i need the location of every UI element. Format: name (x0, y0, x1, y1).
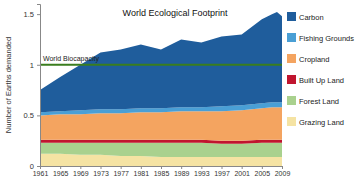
x-tick: 1993 (194, 166, 210, 177)
y-tick: 1.5 (24, 10, 40, 19)
y-tick-mark (37, 115, 40, 116)
legend-label: Carbon (299, 13, 324, 22)
x-tick-mark (262, 166, 263, 169)
y-tick-label: 0 (30, 162, 34, 171)
y-tick-mark (37, 14, 40, 15)
legend-label: Cropland (299, 55, 329, 64)
y-axis-line (37, 5, 41, 167)
x-axis-line (41, 167, 283, 170)
y-tick-label: 0.5 (24, 111, 34, 120)
y-tick: 0 (30, 162, 40, 171)
legend-swatch (287, 75, 296, 84)
x-tick-label: 1969 (73, 170, 89, 177)
x-tick: 1997 (214, 166, 230, 177)
legend-item: Grazing Land (287, 117, 344, 127)
x-tick-label: 1961 (33, 170, 49, 177)
x-tick-mark (161, 166, 162, 169)
y-tick-mark (37, 65, 40, 66)
legend-item: Cropland (287, 54, 329, 64)
x-tick: 1985 (154, 166, 170, 177)
x-tick-mark (141, 166, 142, 169)
x-tick-label: 2009 (275, 170, 291, 177)
legend: Carbon Fishing Grounds Cropland Built Up La… (287, 12, 354, 127)
legend-swatch (287, 96, 296, 105)
x-tick-label: 1985 (154, 170, 170, 177)
x-tick-mark (282, 166, 283, 169)
y-tick-mark (37, 166, 40, 167)
x-tick-label: 1977 (113, 170, 129, 177)
legend-label: Grazing Land (299, 118, 344, 127)
x-tick: 1973 (93, 166, 109, 177)
legend-label: Built Up Land (299, 76, 344, 85)
x-tick: 2009 (275, 166, 291, 177)
legend-swatch (287, 33, 296, 42)
x-tick-mark (201, 166, 202, 169)
x-tick-label: 1973 (93, 170, 109, 177)
y-tick: 1 (30, 61, 40, 70)
x-tick: 1965 (53, 166, 69, 177)
legend-swatch (287, 12, 296, 21)
plot-area (40, 12, 282, 166)
chart: 1961 1965 1969 1973 1977 1981 1985 1989 1993 1997… (0, 0, 362, 184)
x-tick: 1961 (33, 166, 49, 177)
legend-item: Fishing Grounds (287, 33, 354, 43)
legend-item: Carbon (287, 12, 324, 22)
reference-line (40, 64, 282, 66)
x-tick-mark (222, 166, 223, 169)
area-series (40, 143, 282, 157)
x-tick: 1989 (174, 166, 190, 177)
legend-item: Forest Land (287, 96, 339, 106)
x-tick-label: 1965 (53, 170, 69, 177)
legend-swatch (287, 117, 296, 126)
y-tick-label: 1 (30, 61, 34, 70)
y-tick: 0.5 (24, 111, 40, 120)
x-tick-label: 2005 (255, 170, 271, 177)
y-tick-label: 1.5 (24, 10, 34, 19)
x-tick: 1977 (113, 166, 129, 177)
legend-label: Forest Land (299, 97, 339, 106)
x-axis: 1961 1965 1969 1973 1977 1981 1985 1989 1993 1997… (33, 166, 291, 177)
x-tick: 1969 (73, 166, 89, 177)
x-tick-mark (80, 166, 81, 169)
area-series (40, 12, 282, 112)
legend-swatch (287, 54, 296, 63)
x-tick-mark (101, 166, 102, 169)
x-tick-mark (181, 166, 182, 169)
x-tick: 2001 (234, 166, 250, 177)
y-axis-title: Number of Earths demanded (4, 37, 13, 133)
x-tick-label: 1997 (214, 170, 230, 177)
legend-item: Built Up Land (287, 75, 344, 85)
legend-label: Fishing Grounds (299, 34, 354, 43)
x-tick: 2005 (255, 166, 271, 177)
x-tick-mark (242, 166, 243, 169)
x-tick-label: 2001 (234, 170, 250, 177)
y-axis: 0 0.5 1 1.5 (24, 5, 41, 171)
x-tick-label: 1981 (134, 170, 150, 177)
annotation: World Biocapacity (43, 55, 99, 63)
x-tick-label: 1989 (174, 170, 190, 177)
chart-title: World Ecological Footprint (123, 8, 228, 18)
x-tick-mark (60, 166, 61, 169)
x-tick-label: 1993 (194, 170, 210, 177)
x-tick-mark (121, 166, 122, 169)
x-tick: 1981 (134, 166, 150, 177)
